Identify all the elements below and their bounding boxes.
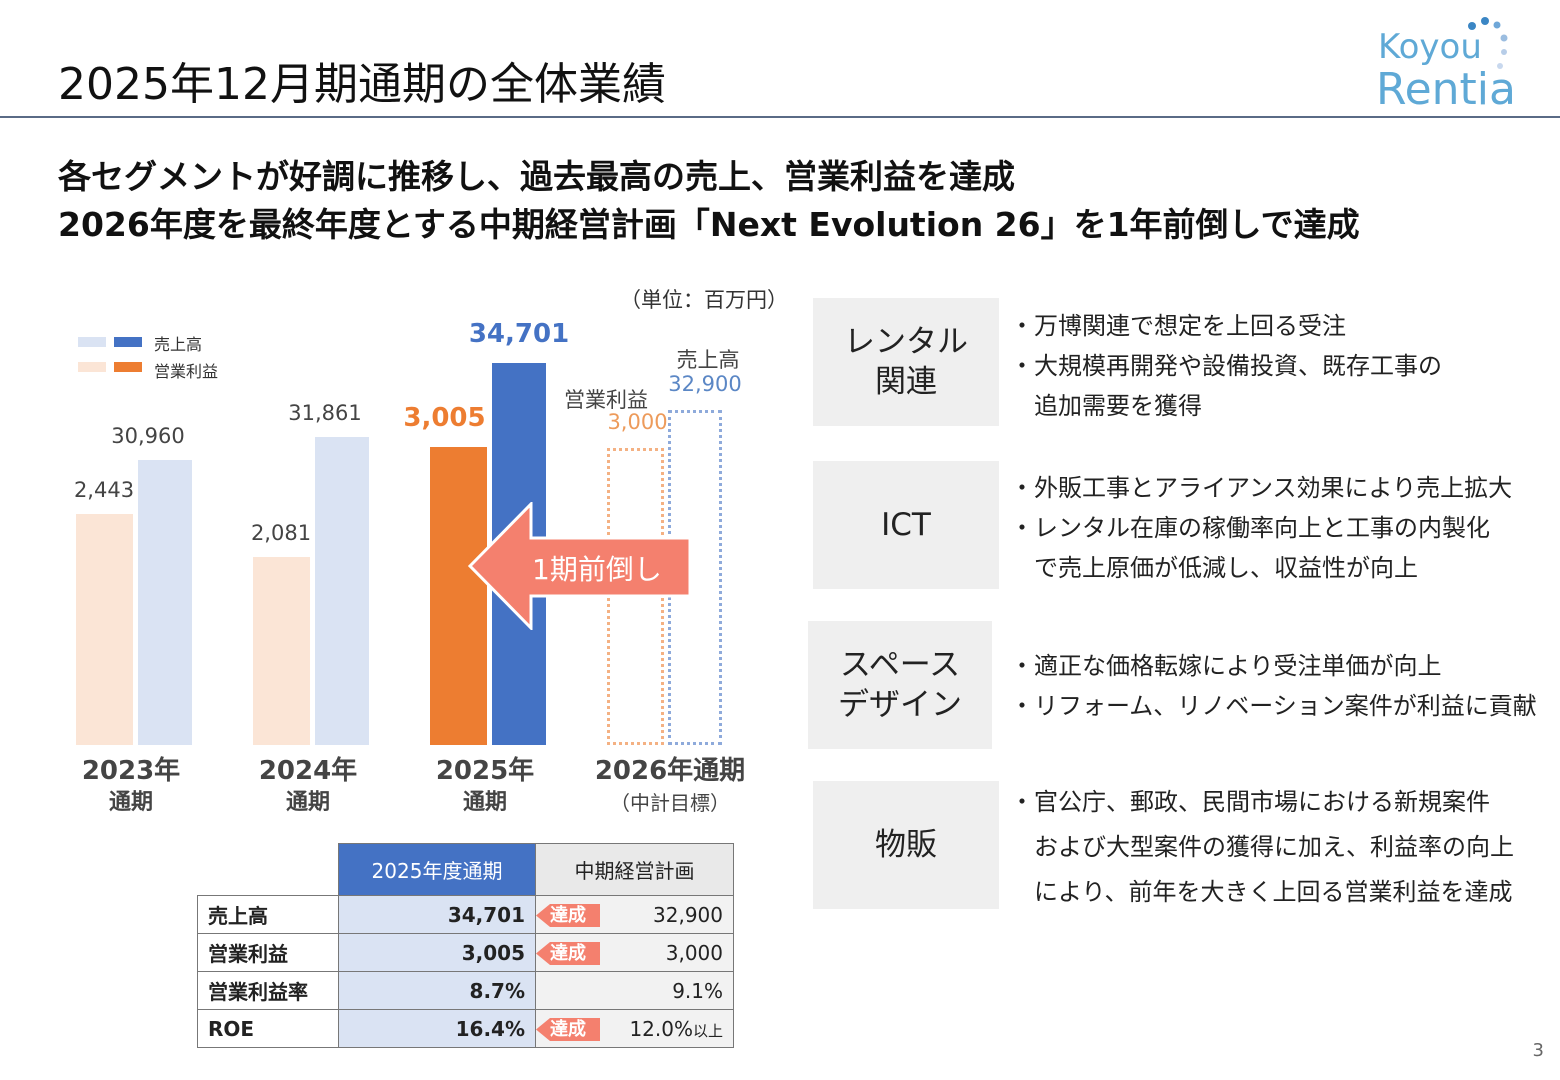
segment-name-box: ICT [813,461,999,589]
segment-point: ・適正な価格転嫁により受注単価が向上 [1010,652,1442,680]
slide-title: 2025年12月期通期の全体業績 [58,59,666,110]
plan-cell: 達成 3,000 [535,933,734,972]
sales-value-label-2: 34,701 [468,318,570,349]
company-logo: Koyou Rentia [1376,17,1516,110]
profit-value-label-3: 3,000 [607,410,668,434]
legend-profit: 営業利益 [154,362,219,381]
achieved-tag: 達成 [536,942,600,965]
x-axis-label-0: 2023年通期 [82,754,180,818]
plan-value: 12.0% [629,1016,693,1041]
row-label: 営業利益率 [197,971,339,1010]
profit-value-label-2: 3,005 [403,403,486,433]
profit-value-label-1: 2,081 [250,521,312,546]
actual-value: 16.4% [338,1009,536,1048]
table-row: ROE 16.4% 達成 12.0%以上 [197,1009,734,1048]
target-sales-label: 売上高 [676,348,740,372]
legend-swatch-sales-light [78,337,106,347]
sales-value-label-3: 32,900 [668,372,742,396]
table-row: 営業利益 3,005 達成 3,000 [197,933,734,972]
table-header-actual: 2025年度通期 [338,843,536,896]
x-label-year: 2023年 [81,756,181,786]
profit-value-label-0: 2,443 [73,477,135,502]
table-header-plan: 中期経営計画 [535,843,734,896]
svg-text:Rentia: Rentia [1376,64,1516,110]
achieved-tag: 達成 [536,904,600,927]
sales-bar-0 [138,460,192,745]
segment-name-box: 物販 [813,781,999,909]
row-label: 営業利益 [197,933,339,972]
profit-bar-2 [430,447,487,745]
plan-cell: 9.1% [535,971,734,1010]
segment-point: ・万博関連で想定を上回る受注 [1010,312,1346,340]
table-row: 営業利益率 8.7% 9.1% [197,971,734,1010]
results-table: 2025年度通期 中期経営計画 売上高 34,701 達成 32,900 営業利益 3,0… [197,843,734,1048]
sales-value-label-0: 30,960 [111,424,185,448]
table-row: 売上高 34,701 達成 32,900 [197,895,734,934]
segment-name: スペース デザイン [838,647,962,723]
plan-value: 32,900 [653,902,723,927]
row-label: ROE [197,1009,339,1048]
segment-point: ・官公庁、郵政、民間市場における新規案件 [1010,788,1490,816]
x-label-period: （中計目標） [610,791,730,815]
profit-bar-0 [76,513,133,745]
page-number: 3 [1532,1040,1544,1061]
table-header-row: 2025年度通期 中期経営計画 [197,843,734,896]
plan-suffix: 以上 [692,1021,723,1040]
legend-sales: 売上高 [154,335,203,354]
x-label-period: 通期 [285,790,330,815]
x-label-year: 2024年 [258,756,358,786]
segment-point: ・大規模再開発や設備投資、既存工事の [1010,352,1442,380]
x-axis-label-2: 2025年通期 [436,754,534,818]
achieved-tag: 達成 [536,1018,600,1041]
x-label-period: 通期 [462,790,507,815]
table-header-empty [197,843,339,896]
unit-label: （単位：百万円） [620,288,788,312]
segment-point: により、前年を大きく上回る営業利益を達成 [1010,878,1513,906]
title-divider [0,116,1560,118]
x-label-year: 2026年通期 [594,756,746,786]
segment-point: で売上原価が低減し、収益性が向上 [1010,554,1418,582]
legend-swatch-sales [114,337,142,347]
segment-point: ・外販工事とアライアンス効果により売上拡大 [1010,474,1513,502]
lead-line-2: 2026年度を最終年度とする中期経営計画「Next Evolution 26」を… [58,205,1360,244]
segment-name: レンタル 関連 [844,324,968,400]
segment-name-box: スペース デザイン [808,621,992,749]
segment-name: 物販 [875,827,937,863]
actual-value: 8.7% [338,971,536,1010]
legend-swatch-profit [114,362,142,372]
plan-value: 3,000 [665,940,723,965]
actual-value: 34,701 [338,895,536,934]
legend-swatch-profit-light [78,362,106,372]
svg-text:Koyou: Koyou [1378,27,1482,67]
x-label-year: 2025年 [435,756,535,786]
segment-point: ・レンタル在庫の稼働率向上と工事の内製化 [1010,514,1490,542]
row-label: 売上高 [197,895,339,934]
plan-cell: 達成 32,900 [535,895,734,934]
arrow-label: 1期前倒し [532,553,662,586]
segment-point: 追加需要を獲得 [1010,392,1202,420]
actual-value: 3,005 [338,933,536,972]
target-profit-label: 営業利益 [564,388,648,412]
x-label-period: 通期 [108,790,153,815]
sales-bar-1 [315,436,369,745]
lead-line-1: 各セグメントが好調に推移し、過去最高の売上、営業利益を達成 [58,157,1015,196]
x-axis-label-3: 2026年通期 （中計目標） [595,754,745,818]
sales-value-label-1: 31,861 [288,400,362,425]
x-axis-label-1: 2024年通期 [259,754,357,818]
plan-cell: 達成 12.0%以上 [535,1009,734,1048]
plan-value: 9.1% [672,978,723,1003]
segment-point: ・リフォーム、リノベーション案件が利益に貢献 [1010,692,1537,720]
segment-name: ICT [881,507,931,543]
segment-name-box: レンタル 関連 [813,298,999,426]
profit-bar-1 [253,557,310,745]
segment-point: および大型案件の獲得に加え、利益率の向上 [1010,833,1514,861]
arrow-left-icon [468,502,692,630]
